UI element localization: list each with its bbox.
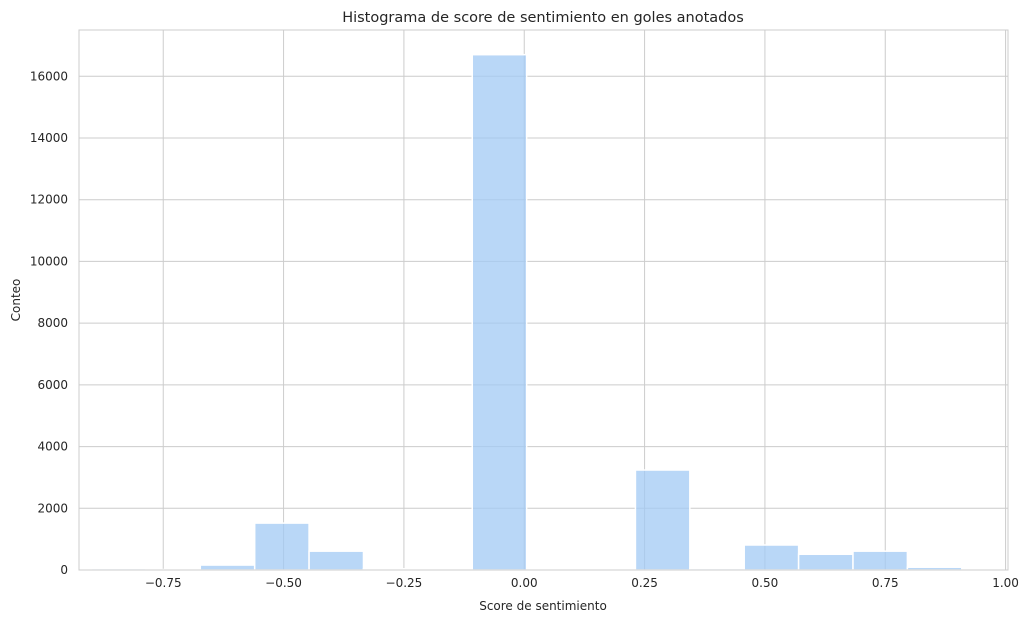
y-axis-title: Conteo xyxy=(9,279,23,322)
x-tick-label: 1.00 xyxy=(992,576,1019,590)
y-tick-labels: 0 2000 4000 6000 8000 10000 12000 14000 16000 xyxy=(30,69,68,577)
x-tick-labels: −0.75 −0.50 −0.25 0.00 0.25 0.50 0.75 1.00 xyxy=(145,576,1019,590)
x-tick-label: 0.25 xyxy=(631,576,658,590)
histogram-bar xyxy=(253,522,310,571)
histogram-bar xyxy=(743,544,800,571)
plot-background xyxy=(79,30,1008,570)
x-tick-label: 0.50 xyxy=(752,576,779,590)
y-tick-label: 8000 xyxy=(37,316,68,330)
y-tick-label: 4000 xyxy=(37,440,68,454)
chart-title: Histograma de score de sentimiento en go… xyxy=(342,10,744,26)
x-tick-label: −0.50 xyxy=(265,576,302,590)
y-tick-label: 12000 xyxy=(30,193,68,207)
y-tick-label: 10000 xyxy=(30,254,68,268)
x-axis-title: Score de sentimiento xyxy=(479,599,607,613)
y-tick-label: 6000 xyxy=(37,378,68,392)
plot-frame xyxy=(78,29,1009,571)
y-tick-label: 16000 xyxy=(30,69,68,83)
histogram-bars xyxy=(90,53,963,571)
x-tick-label: 0.75 xyxy=(872,576,899,590)
grid-lines xyxy=(79,30,1008,571)
x-tick-label: 0.00 xyxy=(511,576,538,590)
y-tick-label: 0 xyxy=(60,563,68,577)
histogram-bar xyxy=(199,564,256,571)
x-tick-label: −0.75 xyxy=(145,576,182,590)
x-tick-label: −0.25 xyxy=(386,576,423,590)
histogram-bar xyxy=(852,550,909,571)
y-tick-label: 14000 xyxy=(30,131,68,145)
histogram-bar xyxy=(308,550,365,571)
histogram-bar xyxy=(634,469,691,571)
y-tick-label: 2000 xyxy=(37,501,68,515)
histogram-bar xyxy=(797,553,854,571)
histogram-bar xyxy=(471,53,528,571)
